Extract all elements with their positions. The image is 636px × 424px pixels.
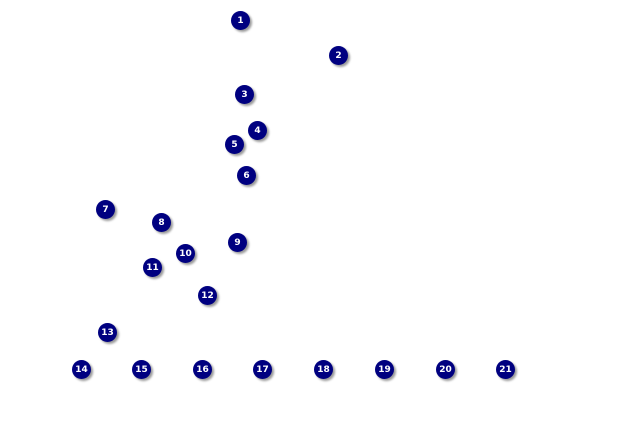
marker-12[interactable]: 12 <box>198 286 217 305</box>
marker-10[interactable]: 10 <box>176 244 195 263</box>
marker-8[interactable]: 8 <box>152 213 171 232</box>
marker-18[interactable]: 18 <box>314 360 333 379</box>
marker-21[interactable]: 21 <box>496 360 515 379</box>
marker-5[interactable]: 5 <box>225 135 244 154</box>
marker-17[interactable]: 17 <box>253 360 272 379</box>
marker-1[interactable]: 1 <box>231 11 250 30</box>
marker-3[interactable]: 3 <box>235 85 254 104</box>
marker-14[interactable]: 14 <box>72 360 91 379</box>
marker-7[interactable]: 7 <box>96 200 115 219</box>
marker-11[interactable]: 11 <box>143 258 162 277</box>
marker-2[interactable]: 2 <box>329 46 348 65</box>
marker-15[interactable]: 15 <box>132 360 151 379</box>
marker-13[interactable]: 13 <box>98 323 117 342</box>
marker-4[interactable]: 4 <box>248 121 267 140</box>
marker-9[interactable]: 9 <box>228 233 247 252</box>
marker-20[interactable]: 20 <box>436 360 455 379</box>
marker-16[interactable]: 16 <box>193 360 212 379</box>
marker-6[interactable]: 6 <box>237 166 256 185</box>
marker-19[interactable]: 19 <box>375 360 394 379</box>
